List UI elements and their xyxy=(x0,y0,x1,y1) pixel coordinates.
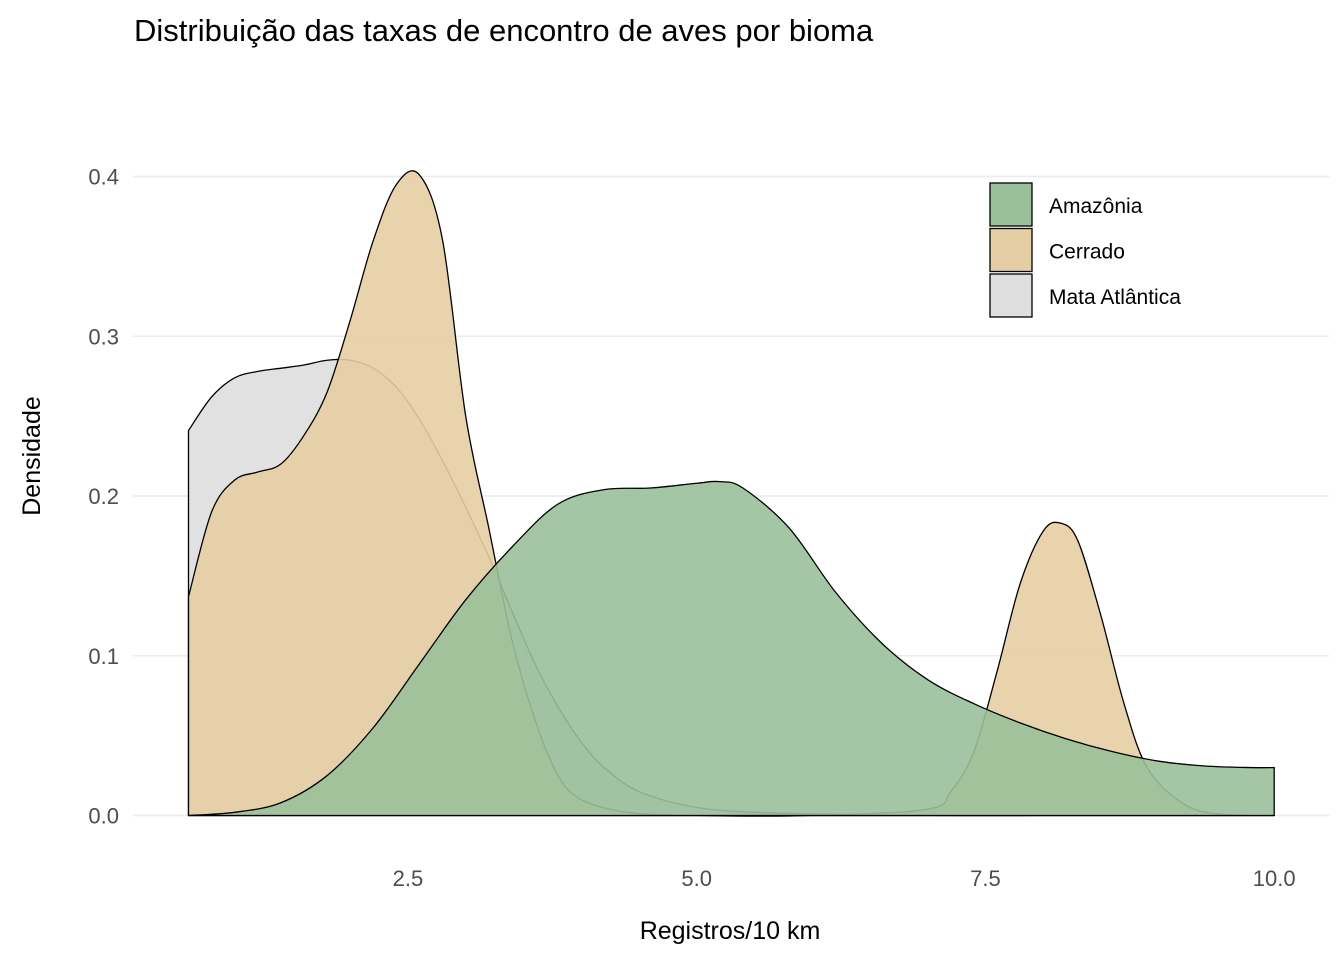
y-tick-label: 0.2 xyxy=(88,484,119,509)
density-area-amazonia xyxy=(187,480,1275,817)
x-tick-label: 2.5 xyxy=(393,866,424,891)
y-tick-label: 0.3 xyxy=(88,324,119,349)
y-axis-label: Densidade xyxy=(18,396,46,516)
density-areas xyxy=(187,170,1275,817)
y-tick-label: 0.1 xyxy=(88,644,119,669)
legend-swatch-mata-atlantica xyxy=(989,273,1033,318)
x-tick-label: 5.0 xyxy=(681,866,712,891)
y-tick-label: 0.0 xyxy=(88,804,119,829)
x-tick-labels: 2.5 5.0 7.5 10.0 xyxy=(393,866,1296,891)
x-tick-label: 10.0 xyxy=(1253,866,1296,891)
y-tick-label: 0.4 xyxy=(88,165,119,190)
legend-swatch-amazonia xyxy=(989,182,1033,227)
legend-label-mata-atlantica: Mata Atlântica xyxy=(1049,286,1181,309)
legend-swatch-cerrado xyxy=(989,227,1033,273)
legend: Amazônia Cerrado Mata Atlântica xyxy=(989,182,1181,318)
y-tick-labels: 0.0 0.1 0.2 0.3 0.4 xyxy=(88,165,119,829)
x-axis-label: Registros/10 km xyxy=(640,917,821,945)
legend-label-amazonia: Amazônia xyxy=(1049,195,1143,218)
chart-title: Distribuição das taxas de encontro de av… xyxy=(134,13,874,48)
x-tick-label: 7.5 xyxy=(970,866,1001,891)
legend-label-cerrado: Cerrado xyxy=(1049,241,1125,264)
